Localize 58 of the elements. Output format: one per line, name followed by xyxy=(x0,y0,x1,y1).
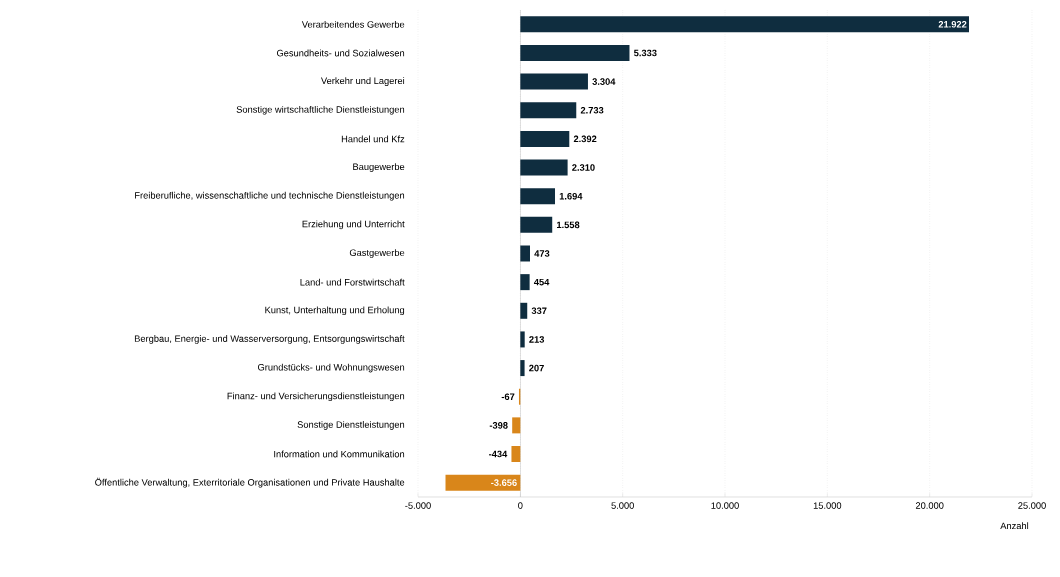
data-label: 473 xyxy=(534,250,550,257)
bar xyxy=(520,102,577,119)
data-label: 5.333 xyxy=(633,49,657,57)
data-label: -3.656 xyxy=(491,479,517,486)
data-label: 21.922 xyxy=(938,21,967,28)
x-tick-label: -5.000 xyxy=(405,502,431,509)
y-tick-label: Handel und Kfz xyxy=(341,135,405,143)
y-tick-label: Verarbeitendes Gewerbe xyxy=(301,20,405,28)
x-tick-label: 15.000 xyxy=(813,502,842,509)
x-axis-title: Anzahl xyxy=(1000,522,1029,530)
bar xyxy=(520,245,531,262)
bar xyxy=(511,446,521,463)
data-label: 2.310 xyxy=(572,164,595,171)
y-tick-label: Grundstücks- und Wohnungswesen xyxy=(258,363,405,373)
bar xyxy=(520,216,553,233)
x-tick-label: 5.000 xyxy=(611,502,634,509)
bar xyxy=(520,44,630,61)
bar xyxy=(520,130,570,147)
bar xyxy=(520,302,528,319)
y-tick-label: Land- und Forstwirtschaft xyxy=(300,278,405,286)
data-label: 1.558 xyxy=(557,221,580,229)
bar xyxy=(520,16,969,33)
y-tick-label: Sonstige Dienstleistungen xyxy=(297,421,405,430)
data-label: 3.304 xyxy=(592,78,616,85)
data-label: 2.392 xyxy=(573,135,597,143)
y-tick-label: Finanz- und Versicherungsdienstleistungen xyxy=(227,392,405,402)
y-tick-label: Baugewerbe xyxy=(353,163,405,172)
bar xyxy=(520,274,530,291)
data-label: 2.733 xyxy=(580,106,604,114)
bar xyxy=(445,474,521,491)
data-label: 1.694 xyxy=(559,192,583,200)
y-tick-label: Kunst, Unterhaltung und Erholung xyxy=(265,306,405,316)
bar xyxy=(512,417,521,434)
y-tick-label: Sonstige wirtschaftliche Dienstleistungen xyxy=(236,105,405,115)
data-label: -434 xyxy=(489,450,508,458)
y-tick-label: Information und Kommunikation xyxy=(274,450,405,458)
bar xyxy=(520,73,588,90)
y-tick-label: Gesundheits- und Sozialwesen xyxy=(276,49,405,57)
y-tick-label: Verkehr und Lagerei xyxy=(320,77,405,86)
bar xyxy=(520,331,525,348)
y-tick-label: Freiberufliche, wissenschaftliche und technische Dienstleistungen xyxy=(135,191,405,201)
x-tick-label: 10.000 xyxy=(711,502,739,509)
y-tick-label: Gastgewerbe xyxy=(349,249,405,258)
data-label: 454 xyxy=(533,278,550,286)
x-tick-label: 0 xyxy=(518,502,523,509)
data-label: 337 xyxy=(531,307,547,315)
x-tick-label: 20.000 xyxy=(915,502,944,509)
data-label: 213 xyxy=(529,336,545,343)
x-tick-label: 25.000 xyxy=(1018,502,1046,509)
bar xyxy=(520,188,556,205)
bar xyxy=(520,159,568,176)
y-tick-label: Bergbau, Energie- und Wasserversorgung, Entsorgungswirtschaft xyxy=(134,335,405,344)
y-tick-label: Erziehung und Unterricht xyxy=(302,220,405,230)
bar xyxy=(520,360,525,377)
data-label: -67 xyxy=(501,393,515,401)
data-label: -398 xyxy=(489,422,508,429)
y-tick-label: Öffentliche Verwaltung, Exterritoriale Organisationen und Private Haushalte xyxy=(95,477,405,488)
data-label: 207 xyxy=(529,364,544,372)
